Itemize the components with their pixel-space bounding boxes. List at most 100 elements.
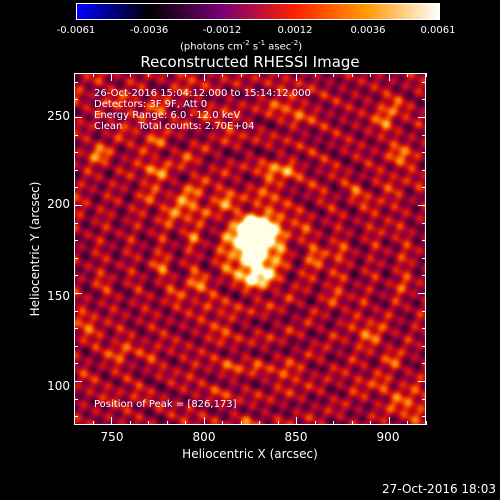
colorbar: [76, 3, 440, 20]
tick-mark: [74, 240, 78, 242]
tick-mark: [426, 73, 427, 77]
tick-mark: [418, 205, 426, 206]
tick-mark: [74, 421, 75, 425]
tick-mark: [111, 417, 113, 425]
x-tick-label: 900: [376, 430, 400, 444]
tick-mark: [422, 310, 426, 312]
tick-mark: [422, 416, 426, 418]
tick-mark: [418, 381, 426, 382]
info-line-time: 26-Oct-2016 15:04:12.000 to 15:14:12.000: [94, 88, 311, 99]
tick-mark: [129, 421, 131, 425]
tick-mark: [74, 134, 78, 136]
tick-mark: [418, 117, 426, 118]
info-line-counts: Clean Total counts: 2.70E+04: [94, 121, 255, 132]
tick-mark: [92, 73, 94, 77]
tick-mark: [74, 275, 78, 277]
tick-mark: [259, 73, 261, 77]
tick-mark: [418, 293, 426, 294]
tick-mark: [185, 421, 187, 425]
colorbar-tick: 0.0036: [350, 25, 386, 36]
tick-mark: [422, 99, 426, 101]
tick-mark: [222, 73, 224, 77]
tick-mark: [74, 257, 78, 259]
colorbar-tick: -0.0061: [56, 25, 96, 36]
tick-mark: [203, 417, 205, 425]
tick-mark: [314, 73, 316, 77]
tick-mark: [240, 421, 242, 425]
tick-mark: [74, 187, 78, 189]
tick-mark: [240, 73, 242, 77]
x-axis-label: Heliocentric X (arcsec): [182, 447, 318, 461]
y-tick-label: 100: [47, 379, 70, 393]
tick-mark: [351, 421, 353, 425]
tick-mark: [388, 73, 390, 81]
tick-mark: [74, 152, 78, 154]
tick-mark: [74, 205, 82, 206]
tick-mark: [185, 73, 187, 77]
colorbar-tick: -0.0012: [202, 25, 242, 36]
tick-mark: [333, 73, 335, 77]
tick-mark: [129, 73, 131, 77]
tick-mark: [166, 73, 168, 77]
tick-mark: [422, 240, 426, 242]
timestamp: 27-Oct-2016 18:03: [382, 482, 496, 496]
tick-mark: [422, 275, 426, 277]
plot-title: Reconstructed RHESSI Image: [140, 53, 360, 71]
tick-mark: [426, 421, 427, 425]
tick-mark: [74, 73, 75, 77]
tick-mark: [333, 421, 335, 425]
tick-mark: [422, 152, 426, 154]
tick-mark: [74, 363, 78, 365]
tick-mark: [148, 421, 150, 425]
tick-mark: [296, 417, 298, 425]
tick-mark: [74, 398, 78, 400]
tick-mark: [74, 381, 82, 382]
tick-mark: [74, 328, 78, 330]
x-tick-label: 850: [284, 430, 308, 444]
colorbar-tick: 0.0012: [277, 25, 313, 36]
tick-mark: [166, 421, 168, 425]
tick-mark: [422, 81, 426, 83]
tick-mark: [422, 257, 426, 259]
info-line-energy: Energy Range: 6.0 - 12.0 keV: [94, 110, 241, 121]
tick-mark: [74, 222, 78, 224]
rhessi-image: [75, 74, 425, 424]
tick-mark: [74, 99, 78, 101]
tick-mark: [74, 416, 78, 418]
tick-mark: [422, 169, 426, 171]
y-tick-label: 150: [47, 289, 70, 303]
tick-mark: [92, 421, 94, 425]
colorbar-units: (photons cm-2 s-1 asec-2): [180, 39, 303, 53]
tick-mark: [388, 417, 390, 425]
tick-mark: [422, 134, 426, 136]
tick-mark: [370, 421, 372, 425]
tick-mark: [74, 293, 82, 294]
colorbar-tick: -0.0036: [129, 25, 169, 36]
image-plot: [74, 73, 426, 425]
tick-mark: [422, 328, 426, 330]
x-tick-label: 800: [192, 430, 216, 444]
tick-mark: [111, 73, 113, 81]
tick-mark: [296, 73, 298, 81]
x-tick-label: 750: [100, 430, 124, 444]
colorbar-tick: 0.0061: [420, 25, 456, 36]
tick-mark: [422, 363, 426, 365]
tick-mark: [422, 222, 426, 224]
tick-mark: [259, 421, 261, 425]
tick-mark: [422, 345, 426, 347]
tick-mark: [74, 81, 78, 83]
info-line-detectors: Detectors: 3F 9F, Att 0: [94, 99, 208, 110]
tick-mark: [407, 73, 409, 77]
tick-mark: [148, 73, 150, 77]
tick-mark: [74, 117, 82, 118]
tick-mark: [222, 421, 224, 425]
tick-mark: [74, 310, 78, 312]
tick-mark: [277, 73, 279, 77]
tick-mark: [74, 169, 78, 171]
tick-mark: [407, 421, 409, 425]
y-tick-label: 250: [47, 109, 70, 123]
y-tick-label: 200: [47, 197, 70, 211]
tick-mark: [351, 73, 353, 77]
tick-mark: [74, 345, 78, 347]
tick-mark: [203, 73, 205, 81]
